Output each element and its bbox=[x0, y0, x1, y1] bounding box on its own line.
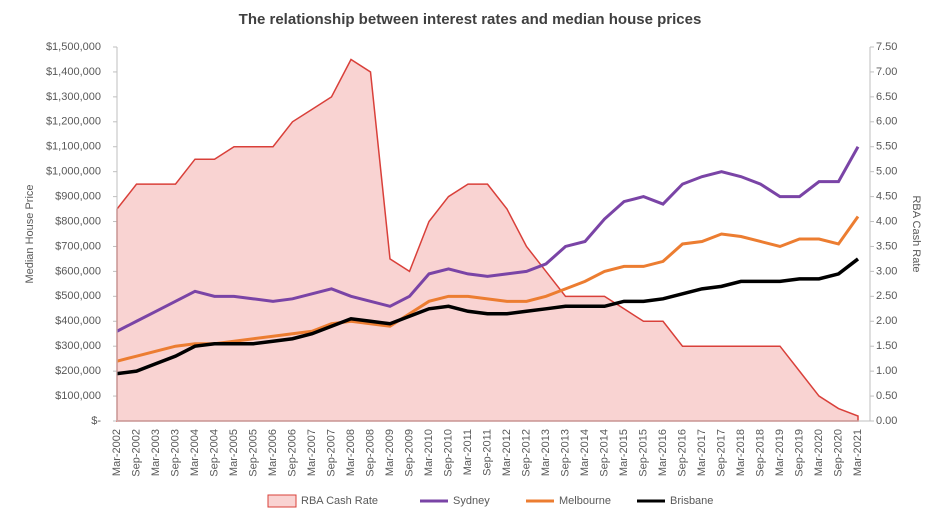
x-tick-label: Mar-2003 bbox=[150, 429, 162, 476]
line bbox=[116, 146, 860, 333]
x-tick-label: Mar-2011 bbox=[462, 429, 474, 475]
y2-tick-label: 2.50 bbox=[876, 290, 897, 302]
x-tick-label: Sep-2004 bbox=[208, 429, 220, 477]
x-tick-label: Mar-2016 bbox=[657, 429, 669, 476]
x-tick-label: Mar-2021 bbox=[852, 429, 864, 476]
y2-tick-label: 3.00 bbox=[876, 265, 897, 277]
x-tick-label: Sep-2003 bbox=[169, 429, 181, 477]
line bbox=[116, 215, 860, 363]
x-tick-label: Mar-2019 bbox=[774, 429, 786, 476]
x-tick-label: Sep-2019 bbox=[793, 429, 805, 477]
legend-label: Brisbane bbox=[670, 495, 713, 507]
legend-label: Sydney bbox=[453, 495, 490, 507]
y2-tick-label: 6.00 bbox=[876, 116, 897, 128]
x-tick-label: Mar-2009 bbox=[384, 429, 396, 476]
x-tick-label: Mar-2013 bbox=[540, 429, 552, 476]
y2-tick-label: 1.50 bbox=[876, 340, 897, 352]
y-tick-label: $800,000 bbox=[55, 215, 101, 227]
y-tick-label: $200,000 bbox=[55, 365, 101, 377]
y-tick-label: $900,000 bbox=[55, 191, 101, 203]
x-tick-label: Sep-2015 bbox=[637, 429, 649, 477]
area bbox=[116, 58, 859, 422]
x-tick-label: Sep-2002 bbox=[130, 429, 142, 477]
y2-tick-label: 4.00 bbox=[876, 215, 897, 227]
y2-tick-label: 7.00 bbox=[876, 66, 897, 78]
y-tick-label: $300,000 bbox=[55, 340, 101, 352]
x-tick-label: Sep-2005 bbox=[247, 429, 259, 477]
x-tick-label: Sep-2011 bbox=[481, 429, 493, 476]
y-tick-label: $1,300,000 bbox=[46, 91, 101, 103]
y2-tick-label: 1.00 bbox=[876, 365, 897, 377]
x-tick-label: Sep-2008 bbox=[364, 429, 376, 477]
legend-label: Melbourne bbox=[559, 495, 611, 507]
x-tick-label: Sep-2014 bbox=[598, 429, 610, 477]
y2-tick-label: 3.50 bbox=[876, 240, 897, 252]
x-tick-label: Sep-2010 bbox=[442, 429, 454, 477]
y-tick-label: $700,000 bbox=[55, 240, 101, 252]
x-tick-label: Sep-2016 bbox=[676, 429, 688, 477]
y-tick-label: $100,000 bbox=[55, 390, 101, 402]
y-axis-label: Median House Price bbox=[24, 184, 36, 283]
x-tick-label: Sep-2007 bbox=[325, 429, 337, 477]
y2-tick-label: 7.50 bbox=[876, 41, 897, 53]
y2-tick-label: 4.50 bbox=[876, 191, 897, 203]
x-tick-label: Sep-2020 bbox=[832, 429, 844, 477]
y-tick-label: $1,000,000 bbox=[46, 166, 101, 178]
y2-tick-label: 6.50 bbox=[876, 91, 897, 103]
x-tick-label: Mar-2012 bbox=[501, 429, 513, 476]
y-tick-label: $1,500,000 bbox=[46, 41, 101, 53]
y2-tick-label: 0.00 bbox=[876, 415, 897, 427]
x-tick-label: Mar-2004 bbox=[189, 429, 201, 476]
y-tick-label: $400,000 bbox=[55, 315, 101, 327]
y-tick-label: $1,200,000 bbox=[46, 116, 101, 128]
x-tick-label: Mar-2008 bbox=[345, 429, 357, 476]
chart-title: The relationship between interest rates … bbox=[239, 11, 702, 28]
y-tick-label: $- bbox=[91, 415, 101, 427]
x-tick-label: Mar-2005 bbox=[228, 429, 240, 476]
x-tick-label: Mar-2015 bbox=[618, 429, 630, 476]
x-tick-label: Sep-2006 bbox=[286, 429, 298, 477]
x-tick-label: Mar-2014 bbox=[579, 429, 591, 476]
legend-swatch bbox=[267, 494, 297, 508]
y-tick-label: $1,400,000 bbox=[46, 66, 101, 78]
x-tick-label: Sep-2012 bbox=[520, 429, 532, 477]
y2-tick-label: 5.00 bbox=[876, 166, 897, 178]
line bbox=[116, 257, 860, 376]
x-tick-label: Mar-2020 bbox=[813, 429, 825, 476]
x-tick-label: Mar-2007 bbox=[306, 429, 318, 476]
x-tick-label: Sep-2013 bbox=[559, 429, 571, 477]
y2-tick-label: 0.50 bbox=[876, 390, 897, 402]
x-tick-label: Mar-2018 bbox=[735, 429, 747, 476]
x-tick-label: Mar-2002 bbox=[111, 429, 123, 476]
y-tick-label: $1,100,000 bbox=[46, 141, 101, 153]
x-tick-label: Sep-2017 bbox=[715, 429, 727, 477]
x-tick-label: Mar-2017 bbox=[696, 429, 708, 476]
x-tick-label: Sep-2018 bbox=[754, 429, 766, 477]
y2-tick-label: 5.50 bbox=[876, 141, 897, 153]
x-tick-label: Mar-2006 bbox=[267, 429, 279, 476]
y2-tick-label: 2.00 bbox=[876, 315, 897, 327]
x-tick-label: Sep-2009 bbox=[403, 429, 415, 477]
y2-axis-label: RBA Cash Rate bbox=[910, 195, 922, 272]
x-tick-label: Mar-2010 bbox=[423, 429, 435, 476]
y-tick-label: $500,000 bbox=[55, 290, 101, 302]
legend-label: RBA Cash Rate bbox=[301, 495, 378, 507]
y-tick-label: $600,000 bbox=[55, 265, 101, 277]
